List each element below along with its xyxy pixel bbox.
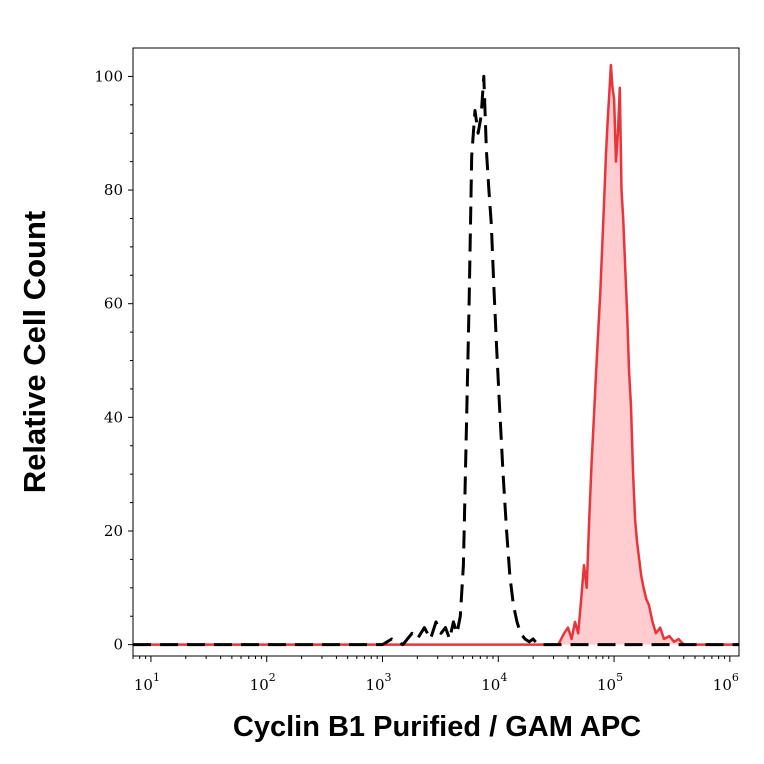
y-tick-label: 40: [104, 408, 123, 426]
series-1-fill: [133, 65, 739, 645]
y-tick-label: 20: [104, 522, 123, 540]
axis-layer: 0 20 40 60 80 100 101 102 103 104 105 106: [94, 67, 739, 694]
y-tick-label: 0: [113, 636, 123, 654]
x-axis-title: Cyclin B1 Purified / GAM APC: [233, 711, 641, 743]
x-tick-label: 103: [365, 671, 391, 694]
y-tick-label: 80: [104, 181, 123, 199]
x-tick-label: 102: [250, 671, 276, 694]
series-0-line: [133, 74, 739, 647]
y-tick-label: 100: [94, 67, 123, 85]
plot-frame: [132, 47, 740, 657]
x-tick-label: 105: [597, 671, 623, 694]
series-layer: [133, 63, 739, 647]
series-1-line: [133, 63, 739, 646]
y-tick-label: 60: [104, 295, 123, 313]
x-tick-label: 106: [713, 671, 739, 694]
x-tick-label: 104: [481, 671, 507, 694]
x-tick-label: 101: [134, 671, 160, 694]
y-axis-title: Relative Cell Count: [17, 211, 52, 494]
